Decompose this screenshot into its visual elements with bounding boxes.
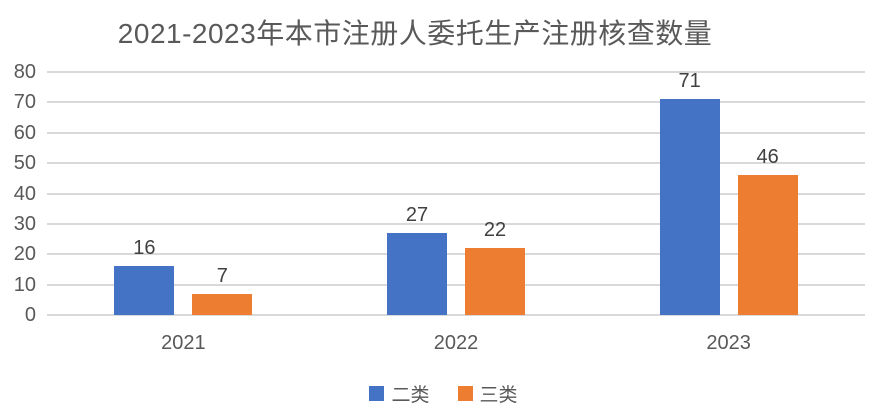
y-axis-label-0: 0 <box>24 304 36 326</box>
y-axis-label-50: 50 <box>13 152 36 175</box>
bar-class3-2021 <box>192 293 253 315</box>
bar-value-label-class2-2023: 71 <box>678 70 701 93</box>
gridline-80 <box>47 71 865 73</box>
y-axis-label-30: 30 <box>13 212 36 235</box>
bar-value-label-class3-2022: 22 <box>483 219 507 242</box>
gridline-50 <box>47 162 865 165</box>
gridline-70 <box>47 101 865 104</box>
legend-item-class2: 二类 <box>369 380 430 407</box>
x-axis-label-2022: 2022 <box>433 332 479 354</box>
legend-label-class2: 二类 <box>391 385 430 406</box>
legend-label-class3: 三类 <box>479 385 518 406</box>
y-axis-label-10: 10 <box>13 273 36 296</box>
y-axis-label-40: 40 <box>13 182 36 205</box>
x-axis-label-2023: 2023 <box>706 332 751 354</box>
gridline-60 <box>47 131 865 134</box>
legend-item-class3: 三类 <box>457 380 518 407</box>
bar-value-label-class3-2021: 7 <box>216 264 228 287</box>
gridline-40 <box>47 192 865 195</box>
y-axis-label-60: 60 <box>13 121 36 144</box>
chart-title: 2021-2023年本市注册人委托生产注册核查数量 <box>117 18 713 49</box>
x-axis-label-2021: 2021 <box>161 332 206 354</box>
bar-class2-2023 <box>659 99 720 315</box>
y-axis-label-20: 20 <box>13 243 36 266</box>
bar-value-label-class2-2021: 16 <box>133 237 156 260</box>
bar-class3-2022 <box>465 248 525 315</box>
gridline-10 <box>47 283 865 286</box>
bar-class2-2022 <box>387 232 447 315</box>
chart-legend: 二类 三类 <box>0 380 887 407</box>
y-axis-label-80: 80 <box>13 61 36 83</box>
gridline-20 <box>47 253 865 256</box>
bar-value-label-class3-2023: 46 <box>756 146 779 169</box>
y-axis-label-70: 70 <box>13 91 36 114</box>
bar-value-label-class2-2022: 27 <box>405 203 429 226</box>
legend-swatch-class3 <box>457 386 473 401</box>
legend-swatch-class2 <box>369 386 385 401</box>
bar-class3-2023 <box>737 175 798 315</box>
gridline-0 <box>47 314 865 316</box>
gridline-30 <box>47 222 865 225</box>
bar-class2-2021 <box>114 266 175 315</box>
